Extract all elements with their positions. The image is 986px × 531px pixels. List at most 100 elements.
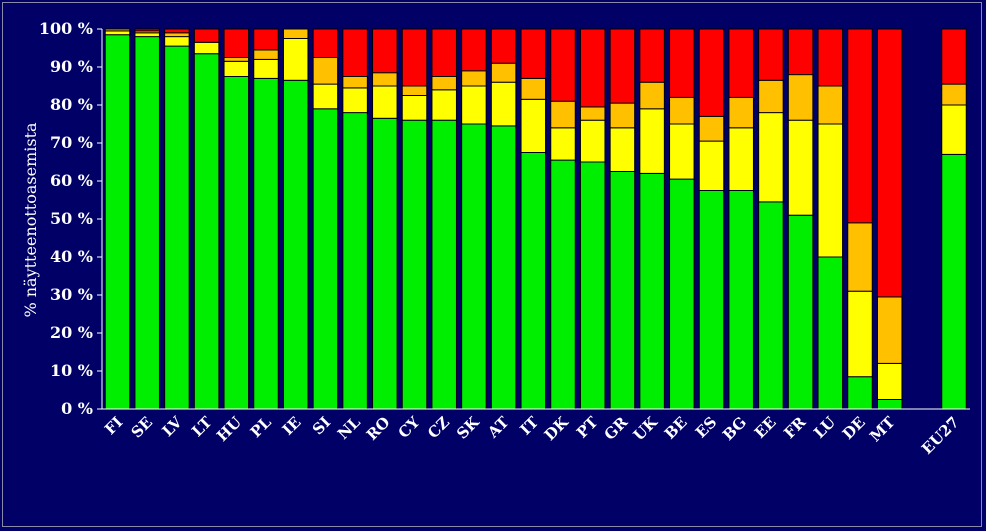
bar-segment-fi-2: [104, 30, 131, 36]
bar-segment-gr-1: [609, 171, 636, 410]
bar-segment-nl-1: [342, 112, 368, 410]
x-tick-label-si: SI: [309, 413, 334, 438]
x-tick-label-mt: MT: [866, 413, 899, 446]
bar-segment-uk-4: [639, 28, 665, 83]
bar-segment-ie-2: [282, 38, 309, 81]
bar-segment-eu27-2: [941, 104, 967, 155]
bar-segment-si-3: [312, 57, 339, 85]
bar-segment-sk-2: [461, 85, 487, 125]
bar-segment-pl-1: [253, 77, 279, 410]
x-tick-label-hu: HU: [213, 413, 245, 445]
bar-segment-uk-1: [639, 172, 665, 410]
bar-segment-cz-1: [431, 119, 457, 410]
bar-segment-fr-1: [787, 214, 814, 410]
x-tick-label-fi: FI: [101, 413, 126, 438]
bar-segment-cy-4: [401, 28, 428, 87]
bar-segment-nl-4: [342, 28, 368, 77]
bar-segment-cy-2: [401, 95, 428, 121]
bar-segment-dk-1: [550, 159, 576, 410]
bar-segment-sk-4: [461, 28, 487, 72]
bar-segment-ee-3: [758, 79, 784, 114]
bar-segment-fr-3: [787, 74, 814, 121]
x-tick-label-dk: DK: [541, 412, 573, 444]
bar-segment-hu-2: [223, 60, 250, 77]
x-tick-label-cy: CY: [395, 413, 424, 442]
x-tick-label-lt: LT: [188, 413, 216, 441]
bar-segment-lu-2: [817, 123, 844, 258]
bar-segment-gr-3: [609, 102, 636, 129]
bar-segment-si-4: [312, 28, 339, 58]
x-tick-label-pl: PL: [247, 413, 275, 441]
bar-segment-cz-2: [431, 89, 457, 121]
x-tick-label-eu27: EU27: [918, 413, 963, 458]
bar-segment-dk-3: [550, 100, 576, 129]
x-tick-label-lu: LU: [810, 413, 839, 442]
bar-segment-it-2: [520, 98, 547, 154]
bar-segment-pl-3: [253, 49, 279, 60]
bar-segment-es-3: [698, 115, 725, 142]
bars: [104, 28, 967, 410]
bar-segment-lv-1: [164, 45, 190, 410]
bar-segment-be-2: [669, 123, 695, 180]
bar-segment-lu-4: [817, 28, 844, 87]
bar-segment-es-4: [698, 28, 725, 117]
bar-segment-mt-3: [876, 296, 903, 364]
bar-segment-be-4: [669, 28, 695, 98]
y-axis-ticks: 0 % 10 % 20 % 30 % 40 % 50 % 60 % 70 % 80 % 90 % 1…: [39, 19, 102, 418]
y-tick-label: 50 %: [50, 209, 93, 228]
bar-segment-fr-2: [787, 119, 814, 216]
bar-segment-bg-3: [728, 96, 754, 129]
x-tick-label-sk: SK: [453, 412, 483, 442]
bar-segment-de-2: [847, 290, 873, 378]
bar-segment-dk-4: [550, 28, 576, 102]
bar-segment-gr-2: [609, 127, 636, 173]
bar-segment-si-1: [312, 108, 339, 410]
bar-segment-pt-4: [579, 28, 606, 108]
bar-segment-lv-4: [164, 28, 190, 34]
bar-segment-ee-4: [758, 28, 784, 81]
bar-segment-dk-2: [550, 127, 576, 161]
x-tick-label-ee: EE: [751, 413, 780, 442]
bar-segment-fi-3: [104, 28, 131, 32]
y-tick-label: 80 %: [50, 95, 93, 114]
bar-segment-hu-4: [223, 28, 250, 58]
bar-segment-ie-1: [282, 79, 309, 410]
bar-segment-bg-2: [728, 127, 754, 192]
x-tick-label-it: IT: [517, 413, 543, 439]
y-tick-label: 90 %: [50, 57, 93, 76]
bar-segment-eu27-1: [941, 153, 967, 410]
bar-segment-ro-4: [372, 28, 398, 74]
bar-segment-it-1: [520, 152, 547, 410]
bar-segment-es-2: [698, 140, 725, 192]
bar-segment-lv-3: [164, 32, 190, 38]
bar-segment-lu-1: [817, 256, 844, 410]
bar-segment-mt-1: [876, 399, 903, 410]
bar-segment-hu-3: [223, 57, 250, 62]
bar-segment-it-3: [520, 77, 547, 100]
bar-segment-se-2: [134, 32, 160, 38]
bar-segment-pt-3: [579, 106, 606, 121]
x-tick-label-uk: UK: [630, 412, 662, 444]
bar-segment-cz-4: [431, 28, 457, 77]
y-tick-label: 20 %: [50, 323, 93, 342]
bar-segment-pt-1: [579, 161, 606, 410]
bar-segment-at-2: [490, 81, 517, 127]
bar-segment-it-4: [520, 28, 547, 79]
x-tick-label-fr: FR: [780, 413, 809, 442]
x-tick-label-bg: BG: [719, 413, 750, 444]
bar-segment-se-4: [134, 28, 160, 32]
x-tick-label-es: ES: [692, 413, 720, 441]
y-axis-title: % näytteenottoasemista: [21, 122, 40, 318]
bar-segment-de-1: [847, 376, 873, 410]
y-tick-label: 70 %: [50, 133, 93, 152]
bar-segment-gr-4: [609, 28, 636, 104]
bar-segment-be-3: [669, 96, 695, 125]
y-tick-label: 100 %: [39, 19, 93, 38]
axes: [101, 29, 970, 410]
bar-segment-ro-2: [372, 85, 398, 119]
x-tick-label-at: AT: [483, 413, 513, 443]
x-tick-label-nl: NL: [334, 413, 364, 443]
bar-segment-sk-3: [461, 70, 487, 87]
